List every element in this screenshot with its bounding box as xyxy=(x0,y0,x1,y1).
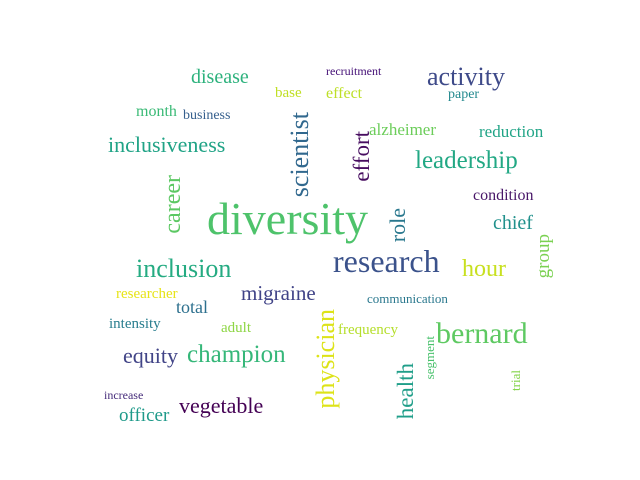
word-total: total xyxy=(176,297,208,317)
word-champion: champion xyxy=(187,341,286,368)
word-inclusion: inclusion xyxy=(136,254,232,283)
word-physician: physician xyxy=(311,309,340,409)
word-officer: officer xyxy=(119,405,170,426)
word-communication: communication xyxy=(367,291,448,306)
word-researcher: researcher xyxy=(116,286,178,302)
word-group: group xyxy=(533,234,554,279)
word-hour: hour xyxy=(462,256,506,282)
word-effort: effort xyxy=(349,131,374,182)
word-paper: paper xyxy=(448,87,480,102)
word-vegetable: vegetable xyxy=(179,393,264,418)
word-migraine: migraine xyxy=(241,281,316,305)
word-reduction: reduction xyxy=(479,122,544,141)
word-career: career xyxy=(160,175,186,234)
word-diversity: diversity xyxy=(207,193,368,244)
word-equity: equity xyxy=(123,343,178,368)
word-condition: condition xyxy=(473,187,534,204)
word-trial: trial xyxy=(508,370,523,391)
word-chief: chief xyxy=(493,212,533,234)
word-scientist: scientist xyxy=(285,112,314,198)
word-adult: adult xyxy=(221,320,251,336)
word-health: health xyxy=(393,363,418,420)
word-alzheimer: alzheimer xyxy=(369,120,437,139)
word-business: business xyxy=(183,108,231,123)
word-increase: increase xyxy=(104,388,144,402)
word-effect: effect xyxy=(326,85,363,102)
word-activity: activity xyxy=(427,62,505,91)
word-role: role xyxy=(385,208,410,243)
word-base: base xyxy=(275,85,302,101)
word-disease: disease xyxy=(191,66,249,88)
word-inclusiveness: inclusiveness xyxy=(108,132,226,157)
word-recruitment: recruitment xyxy=(326,64,382,78)
word-segment: segment xyxy=(422,336,437,380)
word-month: month xyxy=(136,103,177,120)
word-bernard: bernard xyxy=(436,317,528,350)
word-frequency: frequency xyxy=(338,322,398,338)
word-leadership: leadership xyxy=(415,147,518,174)
word-research: research xyxy=(333,243,440,279)
word-intensity: intensity xyxy=(109,316,161,332)
